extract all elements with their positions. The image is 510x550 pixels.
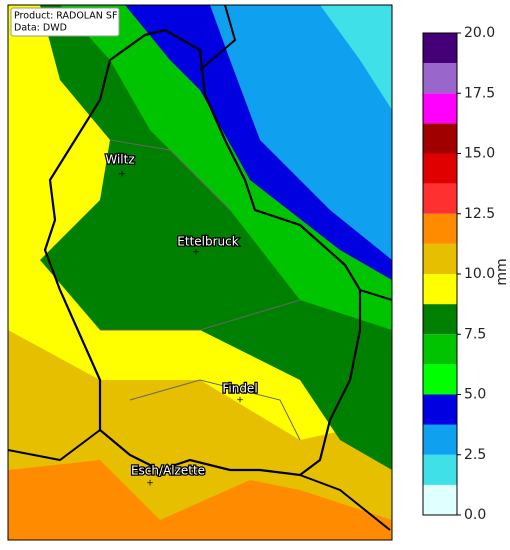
colorbar-segment <box>423 364 457 395</box>
colorbar-tick-label: 0.0 <box>464 507 486 523</box>
country-border <box>7 4 393 531</box>
colorbar-tick-label: 20.0 <box>464 25 495 41</box>
colorbar-tick-label: 5.0 <box>464 387 486 403</box>
place-marker: + <box>236 396 244 406</box>
colorbar-segment <box>423 33 457 64</box>
source-text: Data: DWD <box>14 23 67 34</box>
product-text: Product: RADOLAN SF <box>14 11 117 22</box>
precip-area <box>320 5 392 110</box>
place-label: Findel <box>222 382 257 396</box>
colorbar-tick-label: 17.5 <box>464 85 495 101</box>
info-box <box>10 7 120 37</box>
colorbar-segment <box>423 274 457 305</box>
place-label: Esch/Alzette <box>131 464 205 478</box>
colorbar-segment <box>423 484 457 515</box>
colorbar-tick-label: 2.5 <box>464 447 486 463</box>
colorbar-segment <box>423 334 457 365</box>
place-marker: + <box>118 170 126 180</box>
place-label: Ettelbruck <box>177 235 238 249</box>
precip-area <box>210 5 392 260</box>
radar-map: Product: RADOLAN SF Data: DWD Wiltz Ette… <box>7 4 393 541</box>
colorbar-tick-label: 15.0 <box>464 146 495 162</box>
colorbar-segment <box>423 454 457 485</box>
colorbar-label: mm <box>494 258 510 285</box>
colorbar-tick-label: 7.5 <box>464 326 486 342</box>
precip-area <box>8 460 392 540</box>
colorbar-segment <box>423 424 457 455</box>
colorbar-segment <box>423 243 457 274</box>
colorbar-segment <box>423 93 457 124</box>
colorbar-segment <box>423 153 457 184</box>
colorbar-segment <box>423 394 457 425</box>
district-border <box>100 139 301 441</box>
colorbar-segment <box>423 183 457 214</box>
colorbar: 0.0 2.5 5.0 7.5 10.0 12.5 15.0 17.5 20.0 <box>422 25 495 523</box>
place-marker: + <box>146 479 154 489</box>
colorbar-segment <box>423 123 457 154</box>
colorbar-segment <box>423 304 457 335</box>
place-marker: + <box>192 248 200 258</box>
colorbar-segment <box>423 63 457 94</box>
place-label: Wiltz <box>105 153 134 167</box>
colorbar-tick-label: 10.0 <box>464 266 495 282</box>
map-frame <box>7 4 393 541</box>
country-border <box>43 28 362 477</box>
colorbar-segment <box>423 213 457 244</box>
colorbar-tick-label: 12.5 <box>464 206 495 222</box>
